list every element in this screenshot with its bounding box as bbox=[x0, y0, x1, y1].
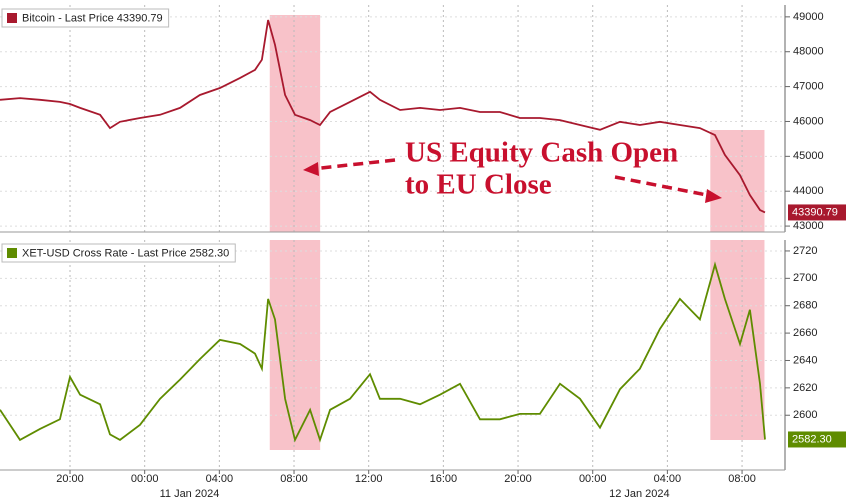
plot-layer: 43000 44000 45000 46000 47000 48000 49000 43390… bbox=[0, 5, 846, 500]
x-tick-label: 00:00 bbox=[131, 473, 159, 485]
annotation: US Equity Cash Open bbox=[405, 137, 678, 169]
y-tick-label: 48000 bbox=[793, 46, 824, 58]
x-tick-label: 00:00 bbox=[579, 473, 607, 485]
legend-swatch bbox=[7, 13, 17, 23]
y-tick-label: 2640 bbox=[793, 354, 817, 366]
x-tick-label: 08:00 bbox=[280, 473, 308, 485]
x-tick-label: 16:00 bbox=[430, 473, 458, 485]
y-tick-label: 2700 bbox=[793, 272, 817, 284]
legend-box bbox=[1, 243, 236, 263]
y-tick-label: 46000 bbox=[793, 115, 824, 127]
last-price-tag bbox=[788, 204, 846, 221]
highlight-band bbox=[710, 130, 765, 232]
y-tick-label: 2680 bbox=[793, 300, 817, 312]
x-tick-label: 04:00 bbox=[654, 473, 682, 485]
y-tick-label: 47000 bbox=[793, 81, 824, 93]
y-tick-label: 49000 bbox=[793, 11, 824, 23]
x-tick-label: 20:00 bbox=[504, 473, 532, 485]
x-tick-label: 04:00 bbox=[206, 473, 234, 485]
last-price-tag bbox=[788, 431, 846, 448]
x-tick-label: 08:00 bbox=[728, 473, 756, 485]
price-line bbox=[0, 261, 766, 443]
y-tick-label: 2600 bbox=[793, 409, 817, 421]
price-line bbox=[0, 19, 766, 214]
legend-swatch bbox=[7, 248, 17, 258]
y-tick-label: 2620 bbox=[793, 382, 817, 394]
y-tick-label: 44000 bbox=[793, 185, 824, 197]
legend-box bbox=[1, 8, 170, 28]
x-tick-label: 12:00 bbox=[355, 473, 383, 485]
legend-text: XET-USD Cross Rate - Last Price 2582.30 bbox=[22, 247, 229, 259]
arrow bbox=[311, 158, 396, 171]
date-label: 11 Jan 2024 bbox=[160, 488, 220, 500]
arrow bbox=[614, 175, 713, 198]
y-tick-label: 2720 bbox=[793, 245, 817, 257]
date-label: 12 Jan 2024 bbox=[609, 488, 670, 500]
arrow-head bbox=[303, 162, 319, 176]
y-tick-label: 43000 bbox=[793, 220, 824, 232]
last-price-label: 43390.79 bbox=[792, 206, 838, 218]
arrow-head bbox=[705, 189, 722, 203]
highlight-band bbox=[710, 240, 765, 440]
last-price-label: 2582.30 bbox=[792, 433, 832, 445]
highlight-band bbox=[269, 15, 321, 232]
y-tick-label: 45000 bbox=[793, 150, 824, 162]
legend-text: Bitcoin - Last Price 43390.79 bbox=[22, 12, 163, 24]
annotation: to EU Close bbox=[405, 169, 552, 201]
x-tick-label: 20:00 bbox=[56, 473, 84, 485]
y-tick-label: 2660 bbox=[793, 327, 817, 339]
